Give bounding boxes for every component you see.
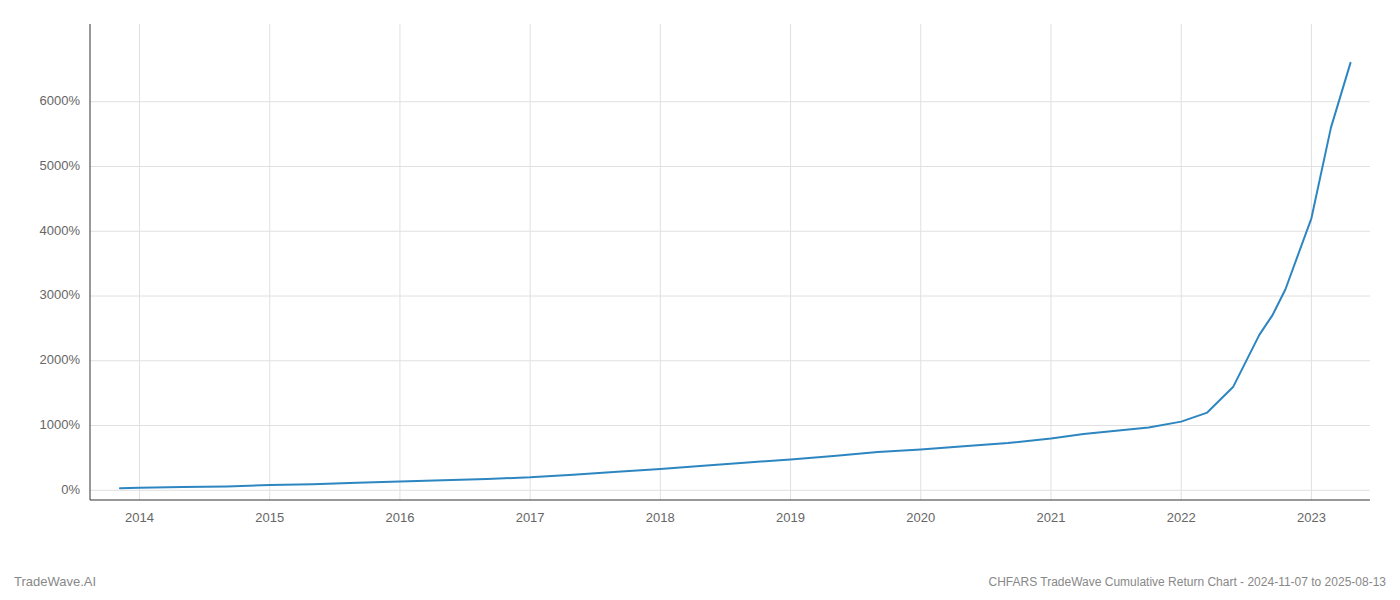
chart-svg: 0% 1000% 2000% 3000% 4000% 5000% 6000% 2014 2015…: [0, 0, 1400, 600]
plot-area: [120, 63, 1351, 488]
x-tick-label: 2015: [255, 510, 284, 525]
x-grid-line: [1050, 24, 1051, 500]
y-grid-line: [90, 425, 1370, 426]
y-axis-line: [90, 24, 91, 500]
x-grid-line: [1311, 24, 1312, 500]
x-grid-line: [530, 24, 531, 500]
y-tick-label: 1000%: [40, 417, 81, 432]
y-tick-label: 4000%: [40, 223, 81, 238]
y-grid-line: [90, 490, 1370, 491]
y-grid-line: [90, 231, 1370, 232]
y-grid-line: [90, 296, 1370, 297]
x-tick-label: 2021: [1037, 510, 1066, 525]
x-grid-line: [399, 24, 400, 500]
y-tick-label: 5000%: [40, 158, 81, 173]
tick-labels: 0% 1000% 2000% 3000% 4000% 5000% 6000% 2014 2015…: [40, 93, 1326, 525]
x-grid-line: [269, 24, 270, 500]
y-grid-line: [90, 166, 1370, 167]
y-grid-line: [90, 101, 1370, 102]
x-tick-label: 2014: [125, 510, 154, 525]
x-grid-line: [1181, 24, 1182, 500]
x-grid-line: [920, 24, 921, 500]
x-tick-label: 2019: [776, 510, 805, 525]
x-tick-label: 2023: [1297, 510, 1326, 525]
x-tick-label: 2017: [516, 510, 545, 525]
x-grid-line: [139, 24, 140, 500]
y-tick-label: 3000%: [40, 287, 81, 302]
grid: [90, 24, 1370, 500]
x-grid-line: [790, 24, 791, 500]
line: [120, 63, 1351, 488]
y-tick-label: 2000%: [40, 352, 81, 367]
x-axis-line: [90, 500, 1370, 501]
title: CHFARS TradeWave Cumulative Return Chart…: [988, 575, 1386, 589]
x-tick-label: 2022: [1167, 510, 1196, 525]
x-tick-label: 2020: [906, 510, 935, 525]
watermark: TradeWave.AI: [14, 574, 96, 589]
x-grid-line: [660, 24, 661, 500]
x-tick-label: 2016: [385, 510, 414, 525]
y-tick-label: 6000%: [40, 93, 81, 108]
y-grid-line: [90, 360, 1370, 361]
y-tick-label: 0%: [61, 482, 80, 497]
chart-container: 0% 1000% 2000% 3000% 4000% 5000% 6000% 2014 2015…: [0, 0, 1400, 600]
x-tick-label: 2018: [646, 510, 675, 525]
